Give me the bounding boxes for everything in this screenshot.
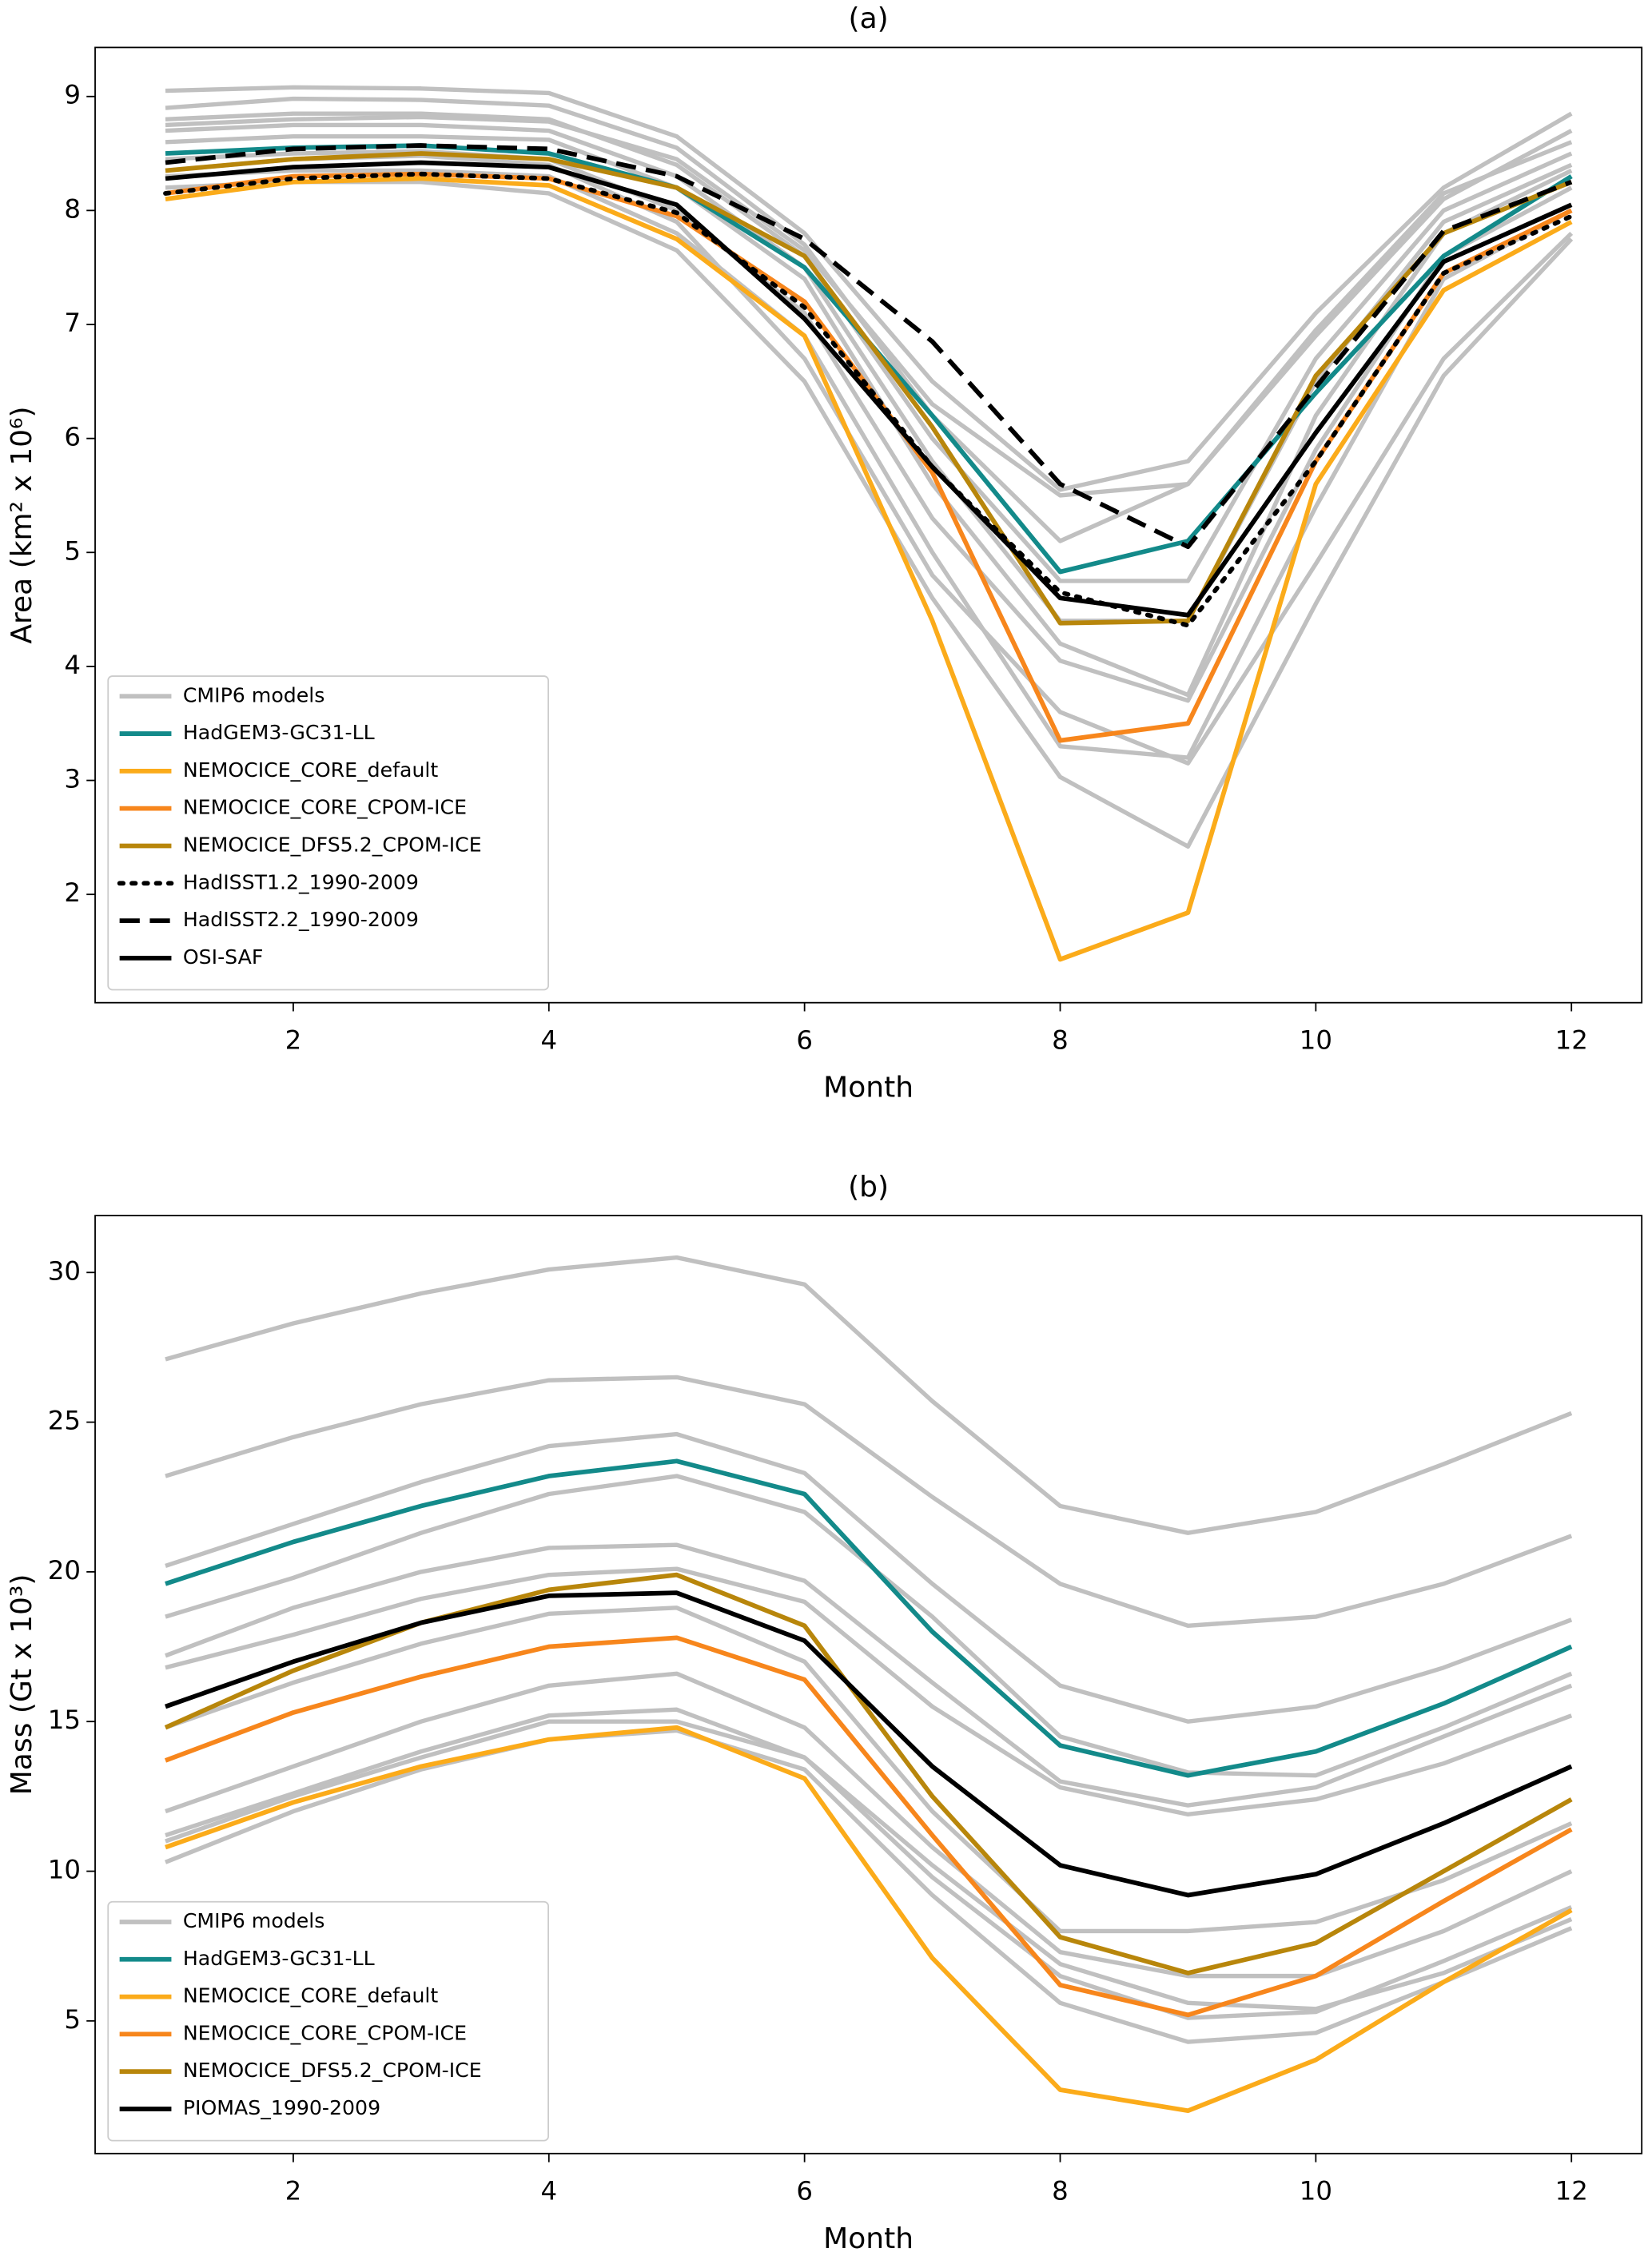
series-line [163,171,1574,628]
series-line [165,1590,1573,1898]
legend-label: OSI-SAF [183,945,264,969]
model-line [165,111,1573,583]
series-line [165,143,1573,575]
legend-label: NEMOCICE_CORE_CPOM-ICE [183,796,467,819]
model-line [165,1671,1573,1979]
y-tick-label: 15 [48,1705,81,1735]
legend-label: HadISST1.2_1990-2009 [183,870,419,893]
y-tick-label: 5 [64,535,81,566]
y-tick-label: 30 [48,1255,81,1286]
legend-label: HadGEM3-GC31-LL [183,721,375,744]
model-line [165,1375,1573,1629]
legend-label: NEMOCICE_CORE_CPOM-ICE [183,2021,467,2044]
model-line [165,1474,1573,1778]
x-tick-label: 2 [285,2175,302,2206]
legend-label: NEMOCICE_CORE_default [183,1984,439,2007]
y-tick-label: 7 [64,308,81,338]
model-line [165,1431,1573,1724]
x-axis-label: Month [823,1072,914,1104]
legend-label: HadGEM3-GC31-LL [183,1947,375,1970]
legend-label: NEMOCICE_DFS5.2_CPOM-ICE [183,833,482,856]
series-line [165,143,1573,550]
model-line [165,180,1574,849]
x-tick-label: 6 [796,1025,813,1055]
model-line [165,1566,1573,1817]
y-tick-label: 5 [64,2004,81,2035]
model-line [164,1728,1573,2044]
plot-frame [94,46,1643,1004]
panel-title: (b) [848,1171,889,1204]
x-tick-label: 12 [1555,2175,1588,2206]
y-tick-label: 8 [64,193,81,224]
series-line [165,160,1573,618]
model-line [165,133,1573,698]
legend-frame [107,1900,549,2142]
model-line [165,1719,1573,2011]
y-axis-label: Area (km² x 10⁶) [6,406,38,643]
legend-label: CMIP6 models [183,683,325,706]
plot-frame [94,1215,1643,2155]
legend-label: CMIP6 models [183,1909,325,1932]
x-tick-label: 2 [285,1025,302,1055]
y-tick-label: 25 [48,1406,81,1436]
y-tick-label: 6 [64,422,81,452]
y-axis-label: Mass (Gt x 10³) [6,1574,38,1796]
x-tick-label: 10 [1300,2175,1332,2206]
model-line [165,85,1573,492]
legend-label: PIOMAS_1990-2009 [183,2096,380,2119]
y-tick-label: 4 [64,650,81,680]
model-line [165,114,1573,498]
x-tick-label: 8 [1052,1025,1069,1055]
model-line [165,1605,1573,1934]
y-tick-label: 20 [48,1555,81,1586]
legend-label: HadISST2.2_1990-2009 [183,908,419,931]
series-line [165,1458,1573,1778]
series-line [165,171,1573,743]
legend-frame [107,675,549,991]
x-tick-label: 4 [540,2175,557,2206]
legend-label: NEMOCICE_DFS5.2_CPOM-ICE [183,2059,482,2082]
x-axis-label: Month [823,2222,914,2255]
series-line [165,1725,1573,2114]
y-tick-label: 3 [64,764,81,794]
model-line [165,168,1573,760]
panel-title: (a) [849,2,889,35]
x-tick-label: 6 [796,2175,813,2206]
legend-label: NEMOCICE_CORE_default [183,758,439,782]
model-line [165,153,1574,766]
y-tick-label: 10 [48,1855,81,1885]
model-line [165,1255,1573,1535]
x-tick-label: 10 [1300,1025,1332,1055]
series-line [165,151,1573,626]
y-tick-label: 2 [64,877,81,908]
x-tick-label: 8 [1052,2175,1069,2206]
model-line [165,1542,1573,1808]
model-line [165,149,1573,703]
x-tick-label: 12 [1555,1025,1588,1055]
y-tick-label: 9 [64,80,81,110]
series-line [164,1635,1573,2018]
series-line [165,176,1573,962]
x-tick-label: 4 [540,1025,557,1055]
